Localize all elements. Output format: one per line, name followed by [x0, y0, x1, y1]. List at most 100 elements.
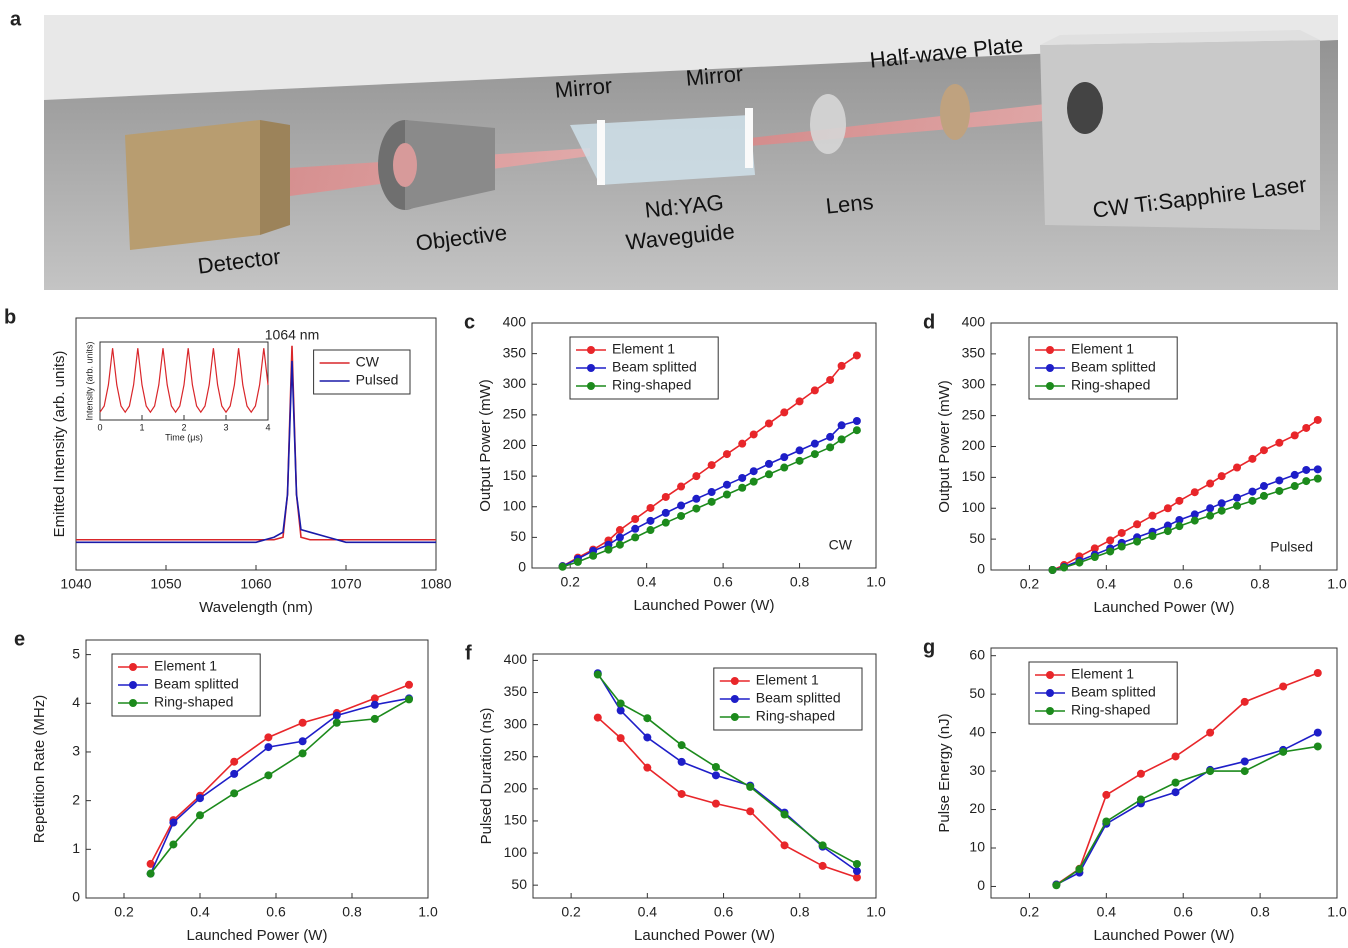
data-point [615, 540, 624, 549]
data-point [1171, 778, 1180, 787]
panel-letter: e [14, 628, 25, 650]
data-point [1148, 532, 1157, 541]
setup-scene [44, 15, 1338, 290]
data-point [573, 557, 582, 566]
y-tick-label: 0 [72, 889, 80, 905]
legend-marker [1046, 364, 1054, 372]
y-tick-label: 0 [977, 877, 985, 893]
legend-label: Element 1 [1071, 666, 1134, 682]
data-point [646, 526, 655, 535]
data-point [298, 749, 307, 758]
data-point [1240, 697, 1249, 706]
y-tick-label: 40 [969, 723, 985, 739]
data-point [722, 480, 731, 489]
data-point [746, 782, 755, 791]
y-axis-label: Pulsed Duration (ns) [478, 708, 495, 845]
data-point [1060, 563, 1069, 572]
legend-label: Beam splitted [154, 676, 239, 692]
data-point [264, 743, 273, 752]
laser [1040, 30, 1320, 45]
y-tick-label: 20 [969, 800, 985, 816]
y-tick-label: 2 [72, 791, 80, 807]
data-point [826, 443, 835, 452]
data-point [558, 562, 567, 571]
data-point [1102, 790, 1111, 799]
data-point [707, 461, 716, 470]
legend-marker [1046, 671, 1054, 679]
data-point [1279, 747, 1288, 756]
data-point [1206, 767, 1215, 776]
x-tick-label: 0.8 [790, 904, 810, 920]
data-point [1217, 506, 1226, 515]
data-point [146, 859, 155, 868]
legend-label: Element 1 [756, 672, 819, 688]
data-point [1190, 516, 1199, 525]
data-point [764, 470, 773, 479]
y-axis-label: Output Power (mW) [477, 379, 494, 512]
data-point [837, 435, 846, 444]
data-point [780, 810, 789, 819]
data-point [852, 426, 861, 435]
data-point [826, 432, 835, 441]
data-point [616, 706, 625, 715]
data-point [852, 873, 861, 882]
data-point [852, 351, 861, 360]
data-point [1313, 415, 1322, 424]
y-tick-label: 350 [962, 345, 986, 361]
x-axis-label: Launched Power (W) [1094, 927, 1235, 944]
panel-letter: g [923, 636, 935, 658]
y-tick-label: 400 [504, 651, 528, 667]
legend-marker [730, 695, 739, 703]
data-point [810, 439, 819, 448]
data-point [1090, 544, 1099, 553]
data-point [795, 456, 804, 465]
x-tick-label: 0.2 [561, 904, 581, 920]
data-point [692, 494, 701, 503]
data-point [146, 869, 155, 878]
data-point [661, 492, 670, 501]
data-point [1175, 522, 1184, 531]
y-tick-label: 350 [503, 344, 527, 360]
y-tick-label: 350 [504, 683, 528, 699]
data-point [1148, 511, 1157, 520]
data-point [1290, 470, 1299, 479]
legend-label: Ring-shaped [612, 377, 691, 393]
data-point [1313, 474, 1322, 483]
x-tick-label: 0.4 [1097, 904, 1117, 920]
legend-label: Element 1 [612, 341, 675, 357]
data-point [593, 670, 602, 679]
data-point [643, 714, 652, 723]
data-point [1190, 510, 1199, 519]
data-point [230, 769, 239, 778]
data-point [332, 711, 341, 720]
data-point [1259, 446, 1268, 455]
y-axis-label: Emitted Intensity (arb. units) [51, 351, 68, 538]
data-point [837, 361, 846, 370]
x-tick-label: 0 [97, 422, 102, 432]
data-point [780, 453, 789, 462]
y-tick-label: 200 [962, 437, 986, 453]
y-tick-label: 400 [962, 314, 986, 330]
data-point [1048, 566, 1057, 574]
data-point [405, 680, 413, 689]
data-point [722, 490, 731, 499]
x-tick-label: 1.0 [418, 904, 438, 920]
setup-label: Lens [825, 189, 875, 219]
data-point [1313, 465, 1322, 474]
legend-marker [587, 382, 595, 390]
y-tick-label: 100 [504, 844, 528, 860]
data-point [810, 386, 819, 395]
legend-label: Beam splitted [1071, 359, 1156, 375]
x-axis-label: Launched Power (W) [1094, 599, 1235, 616]
scene-ceiling [44, 15, 1338, 100]
y-tick-label: 300 [962, 375, 986, 391]
legend-marker [587, 346, 595, 354]
data-point [1163, 521, 1172, 530]
x-tick-label: 0.2 [1020, 576, 1040, 592]
data-point [643, 763, 652, 772]
y-tick-label: 300 [504, 715, 528, 731]
legend-label: CW [356, 354, 380, 370]
annotation: CW [829, 537, 853, 553]
data-point [795, 397, 804, 406]
data-point [631, 524, 640, 533]
